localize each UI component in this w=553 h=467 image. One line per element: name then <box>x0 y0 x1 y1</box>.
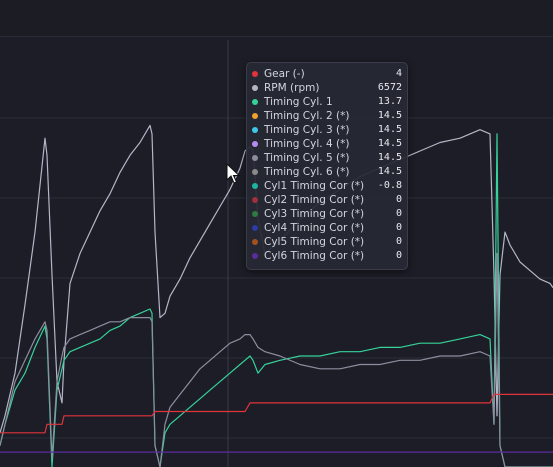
tooltip-series-value: 0 <box>395 236 402 247</box>
tooltip-row: RPM (rpm) 6572 <box>247 81 407 95</box>
tooltip-row: Cyl1 Timing Cor (*) -0.8 <box>247 179 407 193</box>
tooltip-series-value: 14.5 <box>377 124 402 135</box>
tooltip-row: Timing Cyl. 1 13.7 <box>247 95 407 109</box>
tooltip-series-label: Cyl5 Timing Cor (*) <box>264 236 365 248</box>
tooltip-series-label: Cyl3 Timing Cor (*) <box>264 208 365 220</box>
tooltip-series-label: Cyl1 Timing Cor (*) <box>264 180 365 192</box>
series-color-dot-icon <box>252 85 258 91</box>
tooltip-series-value: 13.7 <box>377 96 402 107</box>
tooltip-row: Timing Cyl. 5 (*) 14.5 <box>247 151 407 165</box>
tooltip-series-value: 14.5 <box>377 166 402 177</box>
mouse-cursor-icon <box>226 163 240 184</box>
series-line-timing-cyl-1 <box>0 133 553 467</box>
series-color-dot-icon <box>252 225 258 231</box>
series-line-rpm-rpm <box>0 124 553 433</box>
tooltip-series-value: 14.5 <box>377 152 402 163</box>
tooltip-row: Cyl4 Timing Cor (*) 0 <box>247 221 407 235</box>
tooltip-row: Cyl5 Timing Cor (*) 0 <box>247 235 407 249</box>
series-group <box>0 124 553 467</box>
tooltip-series-label: RPM (rpm) <box>264 82 320 94</box>
tooltip-series-value: 14.5 <box>377 138 402 149</box>
tooltip-series-label: Timing Cyl. 5 (*) <box>264 152 350 164</box>
tooltip-row: Timing Cyl. 4 (*) 14.5 <box>247 137 407 151</box>
series-color-dot-icon <box>252 127 258 133</box>
tooltip-series-label: Timing Cyl. 3 (*) <box>264 124 350 136</box>
series-color-dot-icon <box>252 253 258 259</box>
series-color-dot-icon <box>252 197 258 203</box>
tooltip-series-value: 14.5 <box>377 110 402 121</box>
tooltip-series-value: 0 <box>395 222 402 233</box>
tooltip-series-label: Timing Cyl. 2 (*) <box>264 110 350 122</box>
tooltip-series-label: Gear (-) <box>264 68 305 80</box>
tooltip-series-label: Cyl4 Timing Cor (*) <box>264 222 365 234</box>
series-color-dot-icon <box>252 113 258 119</box>
series-line-gear <box>0 393 553 434</box>
series-color-dot-icon <box>252 155 258 161</box>
tooltip-series-label: Timing Cyl. 6 (*) <box>264 166 350 178</box>
tooltip-row: Timing Cyl. 3 (*) 14.5 <box>247 123 407 137</box>
series-color-dot-icon <box>252 141 258 147</box>
tooltip-row: Timing Cyl. 6 (*) 14.5 <box>247 165 407 179</box>
tooltip-series-value: 0 <box>395 208 402 219</box>
series-color-dot-icon <box>252 183 258 189</box>
hover-tooltip: Gear (-) 4 RPM (rpm) 6572 Timing Cyl. 1 13.7 T… <box>246 62 408 270</box>
series-color-dot-icon <box>252 239 258 245</box>
tooltip-row: Cyl2 Timing Cor (*) 0 <box>247 193 407 207</box>
tooltip-series-label: Timing Cyl. 1 <box>264 96 333 108</box>
tooltip-series-label: Timing Cyl. 4 (*) <box>264 138 350 150</box>
tooltip-row: Cyl3 Timing Cor (*) 0 <box>247 207 407 221</box>
tooltip-series-label: Cyl6 Timing Cor (*) <box>264 250 365 262</box>
chart-header-bar <box>0 0 553 37</box>
tooltip-series-value: -0.8 <box>377 180 402 191</box>
series-line-timing-cyl-2 <box>0 252 553 467</box>
tooltip-row: Gear (-) 4 <box>247 67 407 81</box>
tooltip-series-value: 6572 <box>377 82 402 93</box>
series-color-dot-icon <box>252 71 258 77</box>
series-color-dot-icon <box>252 99 258 105</box>
tooltip-series-label: Cyl2 Timing Cor (*) <box>264 194 365 206</box>
series-color-dot-icon <box>252 211 258 217</box>
tooltip-row: Cyl6 Timing Cor (*) 0 <box>247 249 407 263</box>
tooltip-series-value: 0 <box>395 194 402 205</box>
tooltip-series-value: 0 <box>395 250 402 261</box>
tooltip-row: Timing Cyl. 2 (*) 14.5 <box>247 109 407 123</box>
tooltip-series-value: 4 <box>395 68 402 79</box>
series-color-dot-icon <box>252 169 258 175</box>
